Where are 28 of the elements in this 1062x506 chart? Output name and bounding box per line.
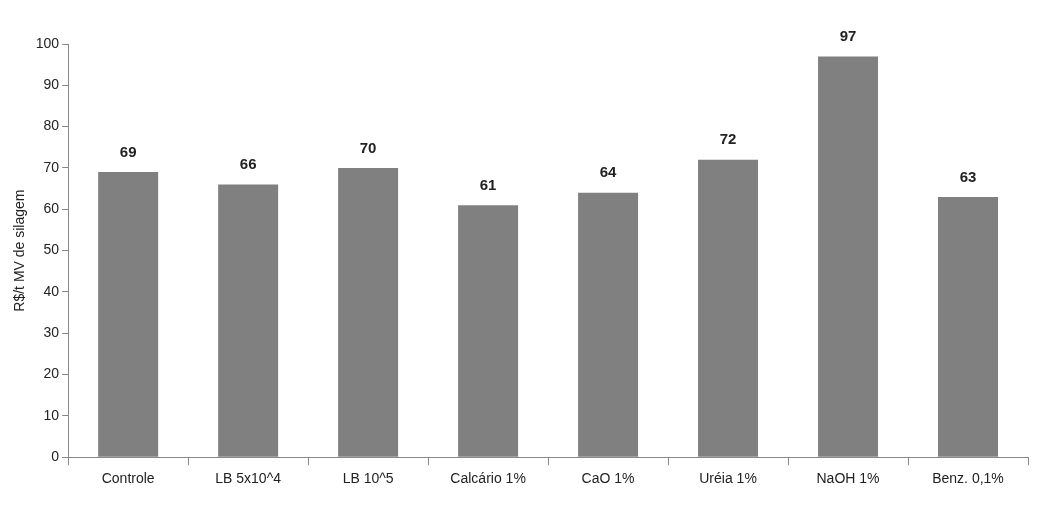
- data-label: 61: [479, 175, 497, 193]
- data-label: 64: [599, 163, 618, 181]
- y-tick-label: 30: [43, 324, 60, 341]
- y-axis-title: R$/t MV de silagem: [11, 189, 28, 312]
- x-tick-label: NaOH 1%: [816, 470, 880, 487]
- y-tick-label: 70: [43, 158, 60, 175]
- data-label: 69: [119, 142, 137, 160]
- x-tick-label: LB 5x10^4: [215, 470, 282, 487]
- y-tick-label: 40: [43, 282, 60, 299]
- y-tick-label: 50: [43, 241, 60, 258]
- data-label: 63: [959, 167, 977, 185]
- data-label: 70: [359, 138, 377, 156]
- y-tick-label: 10: [43, 406, 60, 423]
- y-tick-label: 60: [43, 200, 60, 217]
- x-tick-label: Benz. 0,1%: [932, 470, 1004, 487]
- y-tick-label: 0: [51, 448, 60, 465]
- x-tick-label: Calcário 1%: [450, 470, 526, 487]
- data-label: 72: [719, 130, 737, 148]
- x-tick-label: Controle: [101, 470, 155, 487]
- data-label: 66: [239, 155, 257, 173]
- x-tick-label: Uréia 1%: [699, 470, 757, 487]
- x-tick-label: LB 10^5: [342, 470, 394, 487]
- data-label: 97: [839, 27, 857, 45]
- y-tick-label: 20: [43, 365, 60, 382]
- x-tick-label: CaO 1%: [581, 470, 635, 487]
- y-tick-label: 80: [43, 117, 60, 134]
- y-tick-label: 100: [35, 34, 60, 51]
- y-tick-label: 90: [43, 76, 60, 93]
